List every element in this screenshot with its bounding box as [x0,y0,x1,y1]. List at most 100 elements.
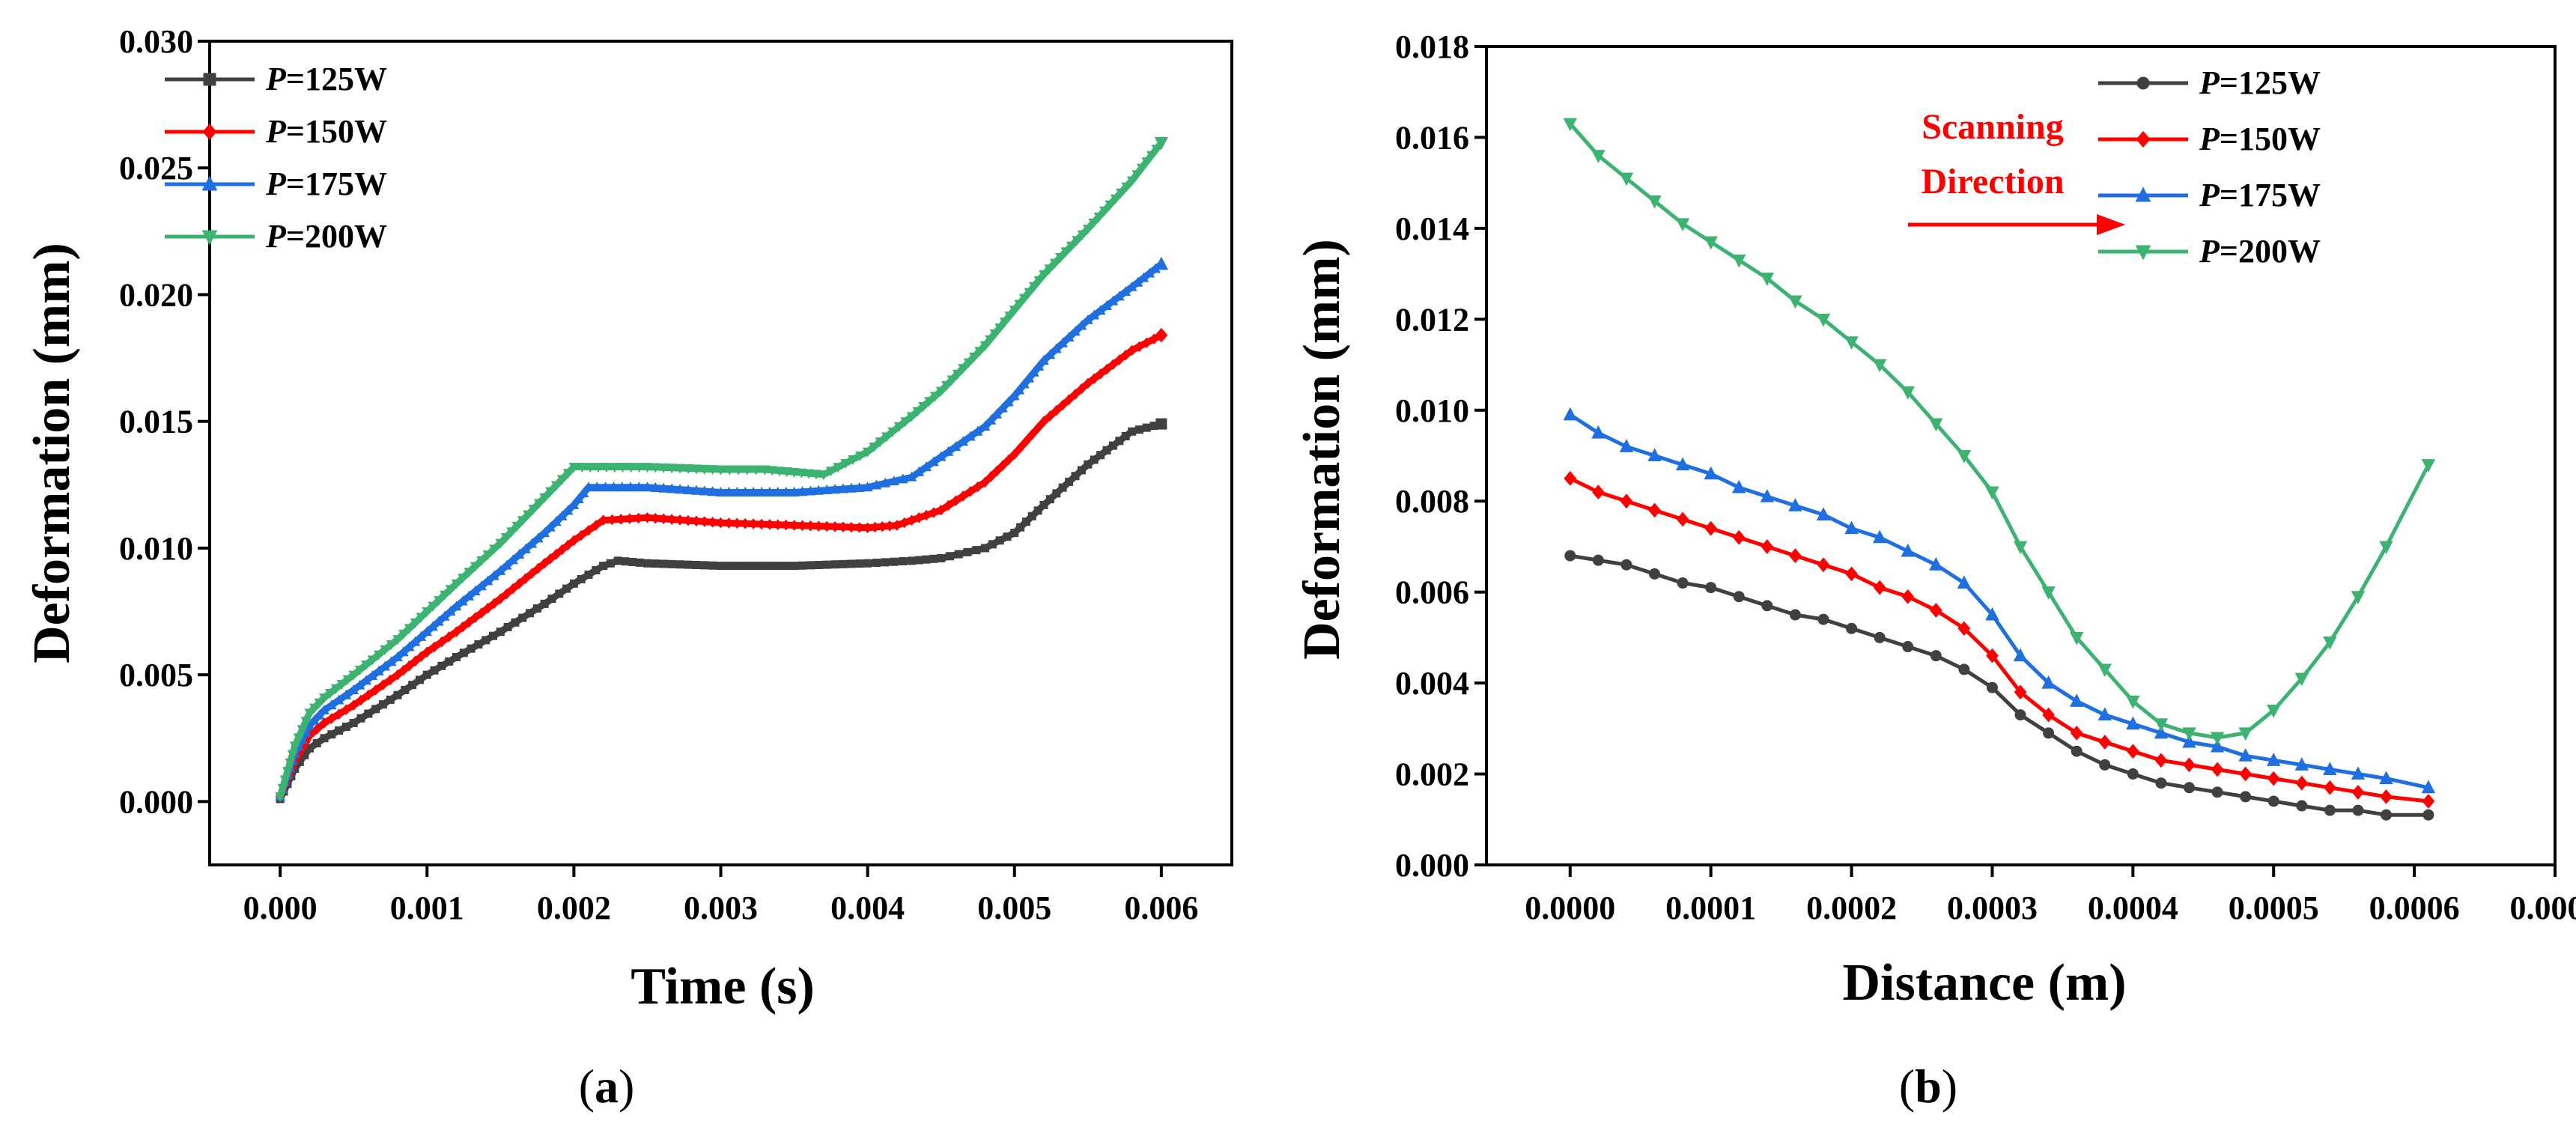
chart-a-x-tick-label: 0.001 [390,890,464,926]
chart-a-panel-label: (a) [579,1060,635,1113]
chart-a-data-point [342,723,350,731]
chart-b-series-2 [1564,472,2434,808]
chart-b-data-point [2268,796,2279,807]
chart-a-data-point [848,560,855,568]
chart-b-data-point [2212,787,2223,798]
chart-a-legend-item: P=125W [165,61,387,97]
chart-a-data-point [446,657,453,665]
legend-value: =150W [286,113,387,150]
chart-b-data-point [1818,614,1829,625]
chart-a-data-point [996,537,1003,544]
chart-a-data-point [1156,419,1167,429]
chart-a-data-point [725,562,732,570]
chart-a-data-point [335,727,343,735]
legend-italic-symbol: P [2199,121,2220,157]
chart-b-data-point [2184,758,2195,771]
chart-a-series-line [280,424,1161,799]
chart-b-legend-label: P=125W [2199,64,2321,101]
chart-a-data-point [431,666,438,674]
chart-a-data-point [651,560,659,568]
chart-b-data-point [2241,792,2251,802]
chart-a-data-point [548,595,556,603]
chart-a-data-point [791,562,798,570]
chart-b-x-tick-label: 0.0000 [1525,890,1615,926]
chart-a-data-point [693,561,700,568]
chart-b-legend-item: P=150W [2098,121,2321,157]
chart-a-data-point [321,735,328,742]
chart-b-data-point [1987,682,1997,693]
chart-a-data-point [416,676,423,684]
chart-b-data-point [1931,651,1941,661]
chart-b-y-tick-label: 0.014 [1395,210,1469,247]
chart-a-data-point [643,559,651,567]
chart-b-data-point [2324,781,2336,795]
chart-a-data-point [915,556,923,564]
chart-b-y-tick-label: 0.004 [1395,665,1469,702]
chart-b-data-point [2127,769,2138,780]
chart-a-data-point [386,696,394,703]
chart-a-x-tick-label: 0.002 [537,890,611,926]
chart-b-data-point [2155,753,2166,767]
chart-b-series-line [1570,415,2428,788]
chart-b-data-point [1649,503,1660,517]
chart-b-data-point [2099,735,2110,749]
chart-b-x-tick-label: 0.0002 [1806,890,1897,926]
chart-a-data-point [923,556,930,563]
chart-a-data-point [328,731,335,738]
chart-a-data-point [988,541,996,548]
chart-a-data-point [423,671,431,678]
legend-value: =175W [286,165,387,202]
chart-a-data-point [930,555,938,562]
chart-a-data-point [684,561,692,568]
legend-italic-symbol: P [2199,64,2220,101]
chart-b-data-point [1621,559,1632,570]
chart-a-legend-marker [203,124,216,140]
chart-b-x-tick-label: 0.0007 [2510,890,2576,926]
legend-italic-symbol: P [265,61,287,97]
chart-b-data-point [2015,710,2026,720]
chart-b-data-point [2297,801,2307,811]
chart-b-data-point [1734,592,1744,602]
legend-italic-symbol: P [265,165,287,202]
chart-a-data-point [823,561,830,568]
chart-a-data-point [750,562,757,570]
chart-b-legend-label: P=150W [2199,121,2321,157]
chart-b-data-point [1706,583,1716,593]
chart-b-data-point [2422,795,2434,808]
chart-b-data-point [1677,578,1688,589]
chart-a-y-tick-label: 0.000 [119,783,193,820]
chart-a-data-point [899,558,907,565]
chart-a-data-point [614,557,622,565]
chart-a-data-point [890,558,898,565]
annotation-arrow-head [2097,214,2125,235]
chart-b-data-point [1790,549,1801,562]
chart-a-data-point [1003,533,1011,541]
chart-a-data-point [1135,426,1143,434]
chart-a-data-point [409,681,416,689]
chart-a-data-point [592,567,600,574]
scanning-direction-annotation: Scanning Direction [1908,107,2125,235]
chart-a-data-point [676,561,684,568]
chart-a-data-point [394,691,401,699]
chart-a-x-tick-label: 0.000 [243,890,318,926]
chart-b-data-point [2296,777,2307,790]
chart-b-data-point [2211,762,2223,776]
chart-b-data-point [1734,531,1745,544]
chart-b-data-point [1762,601,1772,611]
chart-a-data-point [460,649,467,657]
chart-b-y-tick-label: 0.010 [1395,392,1469,429]
chart-b-legend-marker [2136,132,2150,148]
chart-b-data-point [1761,540,1772,553]
chart-b-data-point [1620,494,1632,508]
chart-b-legend-item: P=125W [2098,64,2321,101]
chart-a-data-point [350,719,357,726]
chart-b-data-point [1790,610,1800,620]
legend-value: =150W [2220,121,2321,157]
chart-a-legend-label: P=175W [265,165,387,202]
annotation-line1: Scanning [1922,107,2063,147]
